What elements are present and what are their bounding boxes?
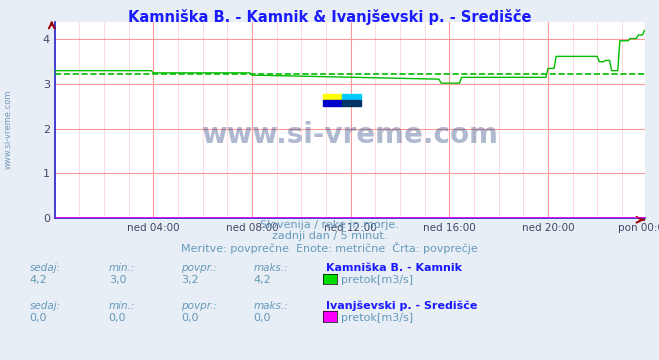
- Text: min.:: min.:: [109, 301, 135, 311]
- Text: maks.:: maks.:: [254, 263, 289, 273]
- Text: maks.:: maks.:: [254, 301, 289, 311]
- Text: pretok[m3/s]: pretok[m3/s]: [341, 275, 413, 285]
- Bar: [342, 100, 361, 106]
- Text: sedaj:: sedaj:: [30, 301, 61, 311]
- Text: www.si-vreme.com: www.si-vreme.com: [201, 121, 498, 149]
- Text: Ivanjševski p. - Središče: Ivanjševski p. - Središče: [326, 301, 478, 311]
- Text: 0,0: 0,0: [254, 313, 272, 323]
- Text: www.si-vreme.com: www.si-vreme.com: [3, 90, 13, 169]
- Text: 0,0: 0,0: [30, 313, 47, 323]
- Text: Meritve: povprečne  Enote: metrične  Črta: povprečje: Meritve: povprečne Enote: metrične Črta:…: [181, 242, 478, 254]
- Text: povpr.:: povpr.:: [181, 301, 217, 311]
- Text: Kamniška B. - Kamnik & Ivanjševski p. - Središče: Kamniška B. - Kamnik & Ivanjševski p. - …: [128, 9, 531, 25]
- Text: zadnji dan / 5 minut.: zadnji dan / 5 minut.: [272, 231, 387, 241]
- Text: sedaj:: sedaj:: [30, 263, 61, 273]
- Bar: [342, 94, 361, 100]
- Text: 3,0: 3,0: [109, 275, 127, 285]
- Text: 4,2: 4,2: [30, 275, 47, 285]
- Text: pretok[m3/s]: pretok[m3/s]: [341, 313, 413, 323]
- Text: min.:: min.:: [109, 263, 135, 273]
- Bar: [323, 100, 342, 106]
- Text: Slovenija / reke in morje.: Slovenija / reke in morje.: [260, 220, 399, 230]
- Text: Kamniška B. - Kamnik: Kamniška B. - Kamnik: [326, 263, 462, 273]
- Text: 0,0: 0,0: [181, 313, 199, 323]
- Bar: [323, 94, 342, 100]
- Text: povpr.:: povpr.:: [181, 263, 217, 273]
- Text: 4,2: 4,2: [254, 275, 272, 285]
- Text: 3,2: 3,2: [181, 275, 199, 285]
- Text: 0,0: 0,0: [109, 313, 127, 323]
